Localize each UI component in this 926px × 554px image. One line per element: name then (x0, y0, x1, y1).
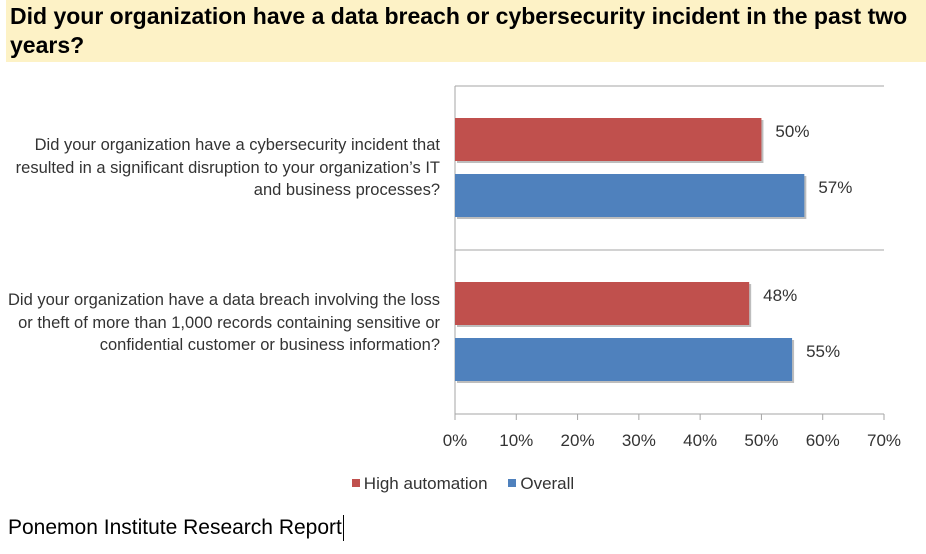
source-note: Ponemon Institute Research Report (8, 515, 344, 541)
x-tick-label: 50% (744, 431, 778, 450)
x-tick-label: 30% (622, 431, 656, 450)
bar-high-automation-2 (455, 282, 750, 325)
category-label-2: Did your organization have a data breach… (7, 291, 440, 354)
x-tick-label: 20% (561, 431, 595, 450)
chart-title: Did your organization have a data breach… (10, 3, 908, 58)
bar-high-automation-1 (455, 118, 762, 161)
legend-item-high-automation: High automation (351, 474, 488, 494)
x-tick-label: 70% (867, 431, 901, 450)
x-tick-label: 40% (683, 431, 717, 450)
legend-swatch-high-automation (351, 479, 360, 487)
title-band (6, 0, 926, 62)
legend-label-high-automation: High automation (363, 474, 488, 493)
legend-swatch-overall (508, 479, 517, 487)
x-tick-label: 60% (806, 431, 840, 450)
legend-item-overall: Overall (508, 474, 574, 494)
data-label-overall-1: 57% (818, 178, 852, 197)
data-label-overall-2: 55% (806, 342, 840, 361)
category-label-1: Did your organization have a cybersecuri… (15, 136, 440, 199)
bar-overall-1 (455, 174, 805, 217)
legend: High automation Overall (0, 474, 926, 494)
bar-overall-2 (455, 338, 793, 381)
x-tick-label: 10% (499, 431, 533, 450)
x-tick-label: 0% (443, 431, 468, 450)
data-label-high-automation-1: 50% (775, 122, 809, 141)
data-label-high-automation-2: 48% (763, 286, 797, 305)
legend-label-overall: Overall (520, 474, 575, 493)
